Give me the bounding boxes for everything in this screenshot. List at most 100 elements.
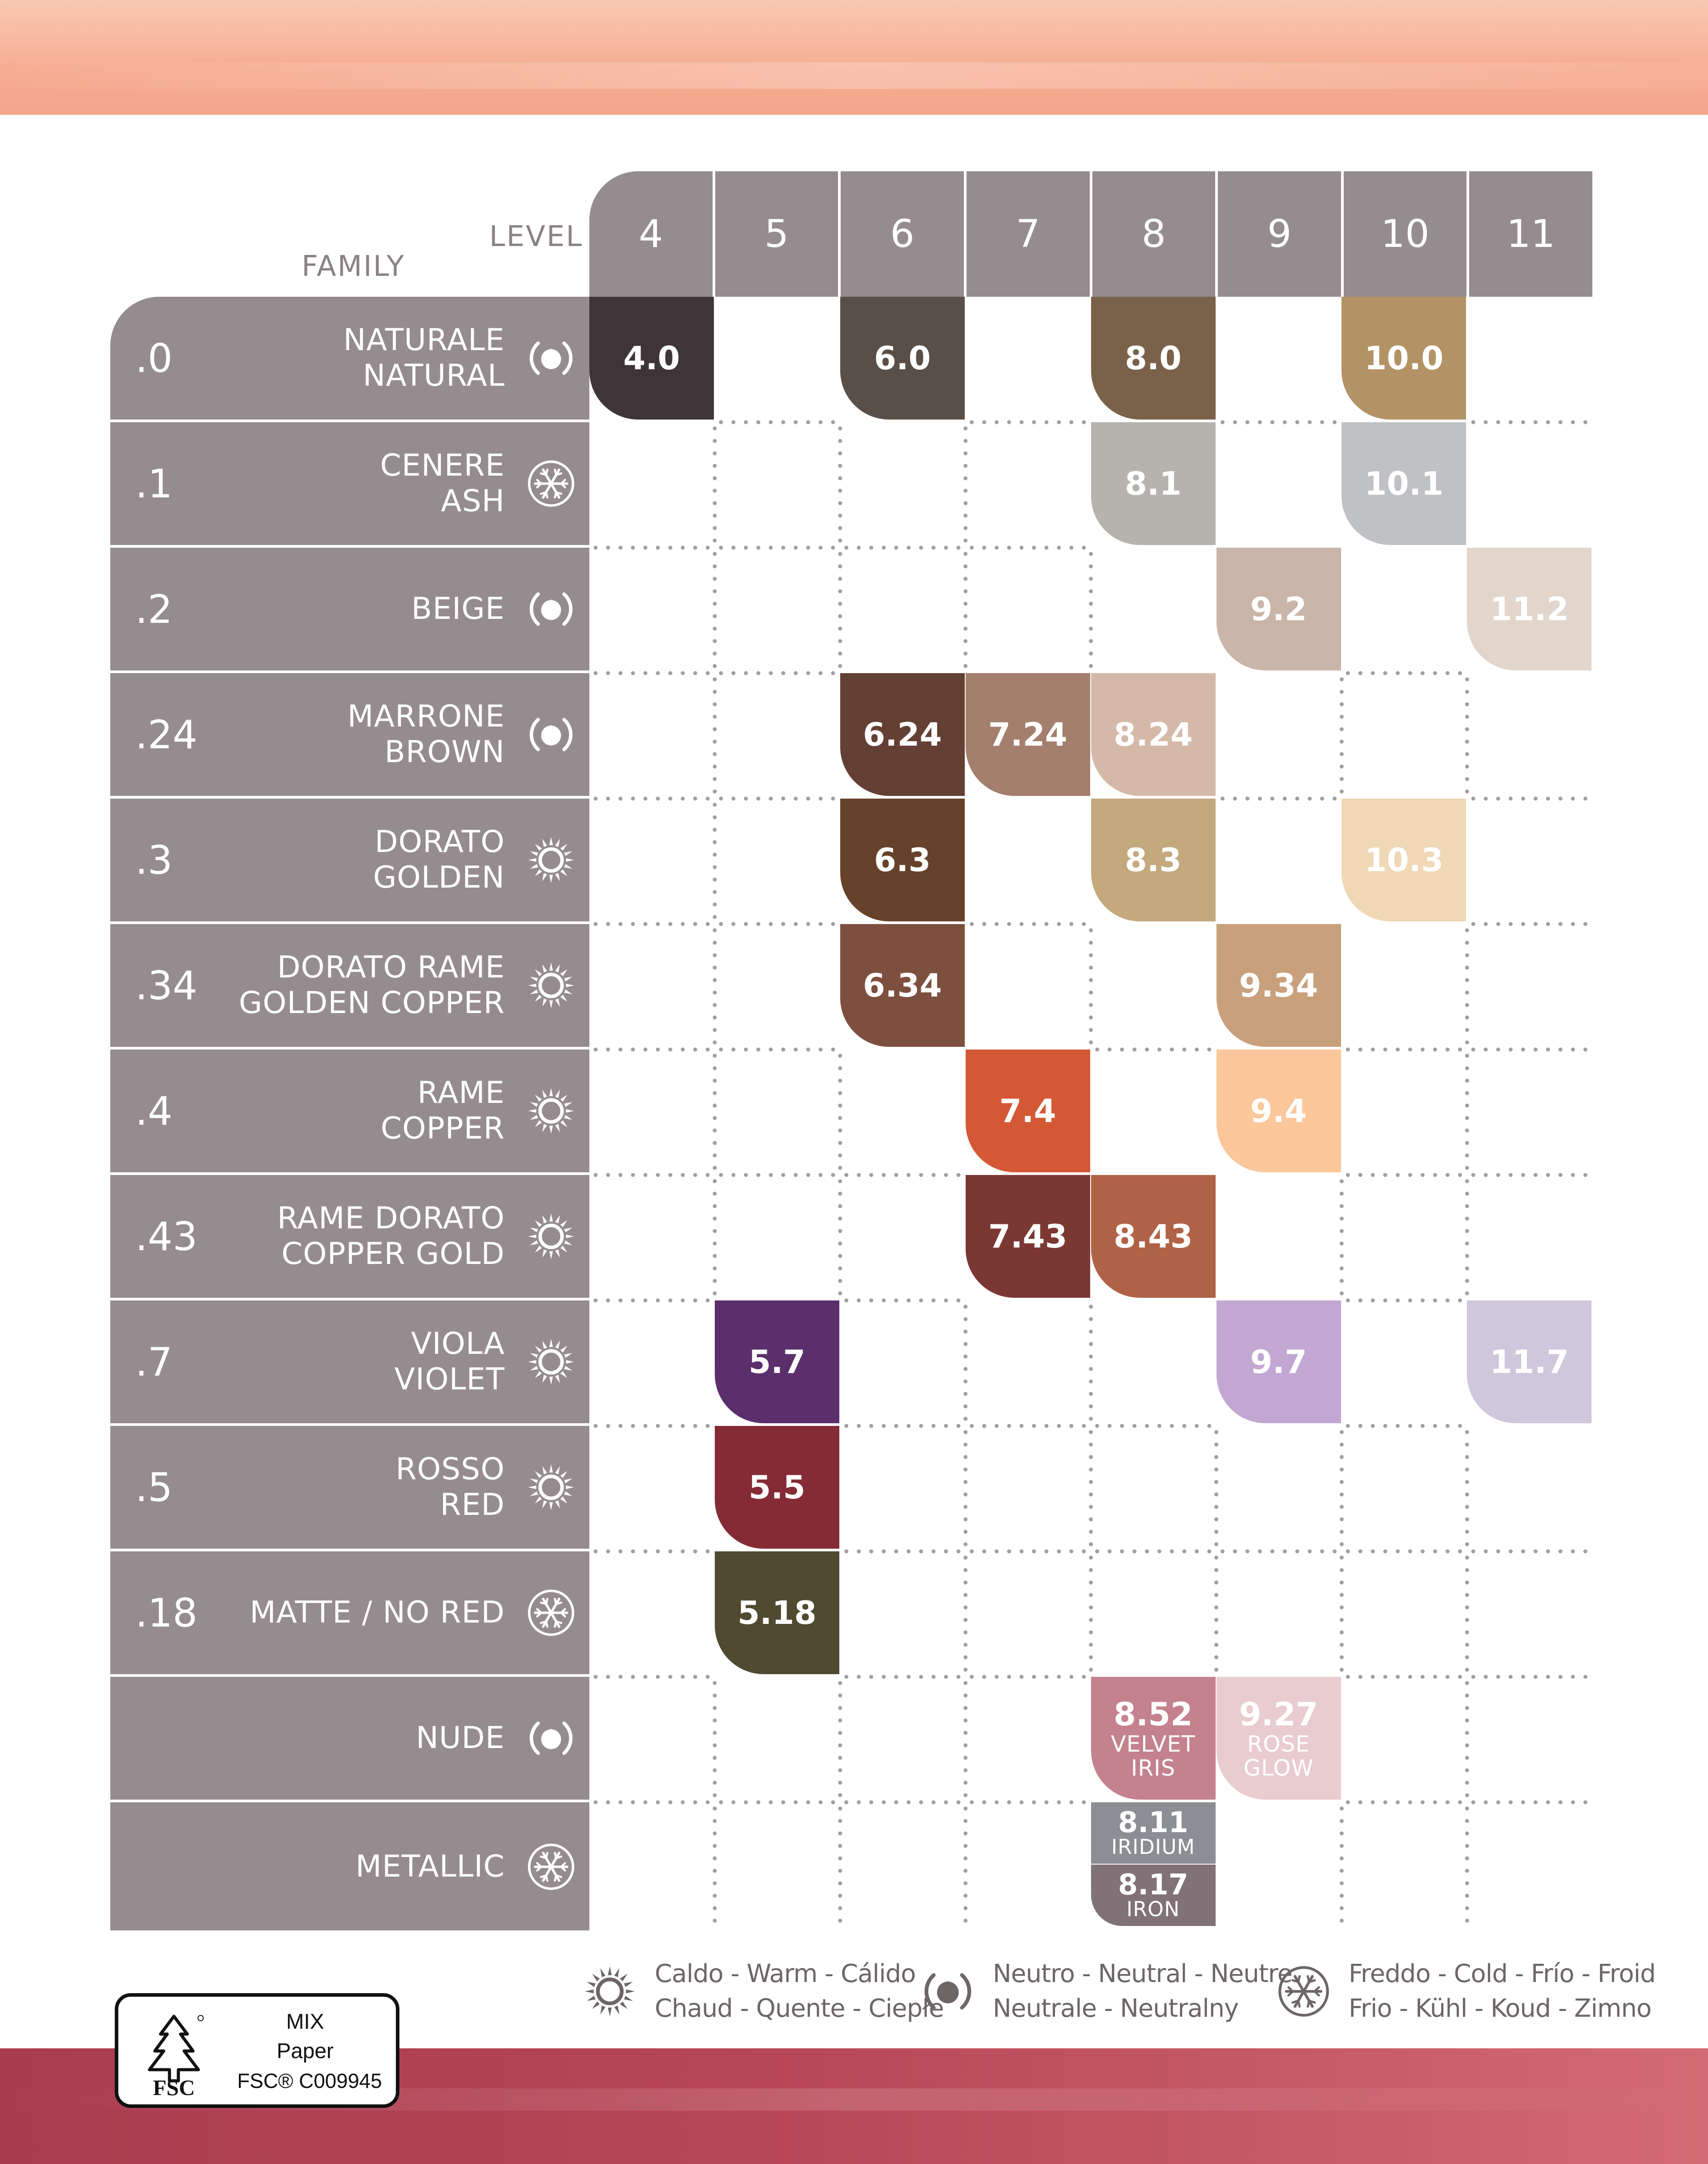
shade-swatch: 9.4 [1216, 1050, 1341, 1172]
level-header-row: 4 5 6 7 8 9 10 11 [589, 171, 1592, 297]
family-code: .4 [135, 1088, 173, 1134]
shade-subname: IRIDIUM [1111, 1835, 1195, 1859]
fsc-brand: FSC [153, 2075, 195, 2100]
shade-grid: 4.0 6.0 8.0 10.0 8.1 10.1 9.2 11.2 6.24 7.24 8.24 6… [589, 297, 1592, 1934]
shade-code: 6.3 [874, 841, 931, 879]
shade-code: 9.7 [1250, 1343, 1307, 1381]
neutral-icon [529, 341, 573, 375]
family-code: .0 [135, 335, 173, 381]
family-name-line: RED [440, 1487, 505, 1522]
family-row: .2 BEIGE [110, 548, 589, 673]
family-code: .24 [135, 711, 197, 758]
shade-code: 8.0 [1124, 339, 1182, 377]
family-name-line: DORATO RAME [277, 950, 505, 985]
family-name-line: NUDE [416, 1720, 505, 1756]
shade-swatch: 11.2 [1467, 548, 1592, 670]
shade-subname: ROSE [1247, 1731, 1310, 1757]
shade-code: 6.34 [862, 967, 942, 1004]
family-name-line: CENERE [380, 448, 505, 483]
family-names: RAME COPPER [381, 1050, 505, 1172]
shade-code: 8.24 [1113, 716, 1193, 753]
warm-icon [528, 1088, 574, 1134]
family-code: .3 [135, 837, 173, 883]
fsc-tree-icon [148, 2015, 204, 2083]
shade-code: 11.2 [1490, 590, 1569, 628]
shade-swatch: 8.24 [1091, 673, 1216, 796]
shade-code: 6.0 [874, 339, 931, 377]
shade-code: 6.24 [862, 716, 942, 753]
shade-code: 5.18 [737, 1594, 817, 1631]
warm-icon [528, 962, 574, 1009]
shade-swatch: 5.7 [714, 1300, 839, 1423]
warm-icon [528, 1339, 574, 1385]
family-code: .1 [135, 460, 173, 507]
shade-code: 8.43 [1113, 1218, 1193, 1255]
shade-code: 7.24 [988, 716, 1068, 753]
family-names: NUDE [416, 1677, 505, 1800]
fsc-mix: MIX [286, 2010, 324, 2034]
family-names: DORATO RAME GOLDEN COPPER [239, 924, 505, 1047]
family-label: FAMILY [302, 250, 406, 283]
legend-neutral-line1: Neutro - Neutral - Neutre [993, 1959, 1293, 1988]
shade-code: 9.2 [1250, 590, 1307, 628]
shade-swatch: 6.3 [840, 799, 965, 921]
family-names: METALLIC [355, 1802, 505, 1930]
shade-swatch: 9.27 ROSE GLOW [1216, 1677, 1341, 1800]
shade-swatch: 6.34 [840, 924, 965, 1047]
shade-swatch: 10.1 [1341, 422, 1466, 545]
shade-code: 8.3 [1124, 841, 1182, 879]
family-code: .43 [135, 1213, 197, 1260]
shade-code: 7.43 [988, 1218, 1068, 1255]
family-row: .4 RAME COPPER [110, 1050, 589, 1175]
shade-code: 9.34 [1239, 967, 1318, 1004]
family-row: .7 VIOLA VIOLET [110, 1300, 589, 1426]
family-name-line: RAME DORATO [277, 1201, 505, 1236]
level-header-8: 8 [1092, 171, 1218, 297]
family-row: .3 DORATO GOLDEN [110, 799, 589, 924]
family-names: VIOLA VIOLET [395, 1300, 505, 1423]
warm-icon [528, 1213, 574, 1260]
shade-code: 8.1 [1124, 465, 1182, 502]
family-row: .18 MATTE / NO RED [110, 1551, 589, 1677]
shade-code: 10.1 [1364, 465, 1444, 502]
family-names: RAME DORATO COPPER GOLD [277, 1175, 505, 1298]
family-name-line: MATTE / NO RED [250, 1595, 505, 1630]
legend-neutral-line2: Neutrale - Neutralny [993, 1994, 1239, 2023]
family-names: ROSSO RED [395, 1426, 505, 1549]
cold-icon [528, 1843, 575, 1890]
shade-code: 9.4 [1250, 1092, 1307, 1130]
fsc-logo-box: MIX Paper FSC FSC® C009945 [115, 1993, 399, 2108]
family-column: .0 NATURALE NATURAL .1 CENERE ASH .2 BEIGE .24 MA… [110, 297, 589, 1930]
family-name-line: BEIGE [411, 591, 505, 626]
family-name-line: VIOLET [394, 1362, 505, 1397]
shade-subname: GLOW [1243, 1755, 1314, 1781]
shade-swatch: 6.0 [840, 297, 965, 420]
family-code: .18 [135, 1590, 197, 1636]
level-header-10: 10 [1343, 171, 1470, 297]
sun-icon [584, 1966, 635, 2017]
metallic-swatch: 8.11 IRIDIUM [1091, 1802, 1216, 1864]
family-code: .5 [135, 1464, 173, 1510]
fsc-license: FSC® C009945 [237, 2069, 382, 2092]
shade-subname: IRON [1126, 1897, 1180, 1921]
shade-swatch: 9.7 [1216, 1300, 1341, 1423]
level-header-6: 6 [841, 171, 967, 297]
family-row: .24 MARRONE BROWN [110, 673, 589, 799]
family-names: NATURALE NATURAL [343, 297, 505, 420]
legend-cold: Freddo - Cold - Frío - Froid Frio - Kühl… [1277, 1957, 1656, 2026]
family-name-line: GOLDEN [373, 860, 505, 895]
legend-warm: Caldo - Warm - Cálido Chaud - Quente - C… [583, 1957, 944, 2026]
shade-swatch: 11.7 [1467, 1300, 1592, 1423]
shade-code: 8.17 [1118, 1869, 1188, 1902]
shade-code: 4.0 [623, 339, 680, 377]
family-name-line: ROSSO [395, 1452, 505, 1487]
family-row: .5 ROSSO RED [110, 1426, 589, 1551]
shade-swatch: 9.34 [1216, 924, 1341, 1047]
fsc-paper: Paper [276, 2039, 334, 2063]
shade-swatch: 5.5 [714, 1426, 839, 1549]
shade-swatch: 8.3 [1091, 799, 1216, 921]
shade-code: 9.27 [1239, 1696, 1318, 1733]
family-name-line: MARRONE [347, 699, 505, 734]
shade-swatch: 9.2 [1216, 548, 1341, 670]
shade-code: 8.11 [1118, 1806, 1188, 1839]
